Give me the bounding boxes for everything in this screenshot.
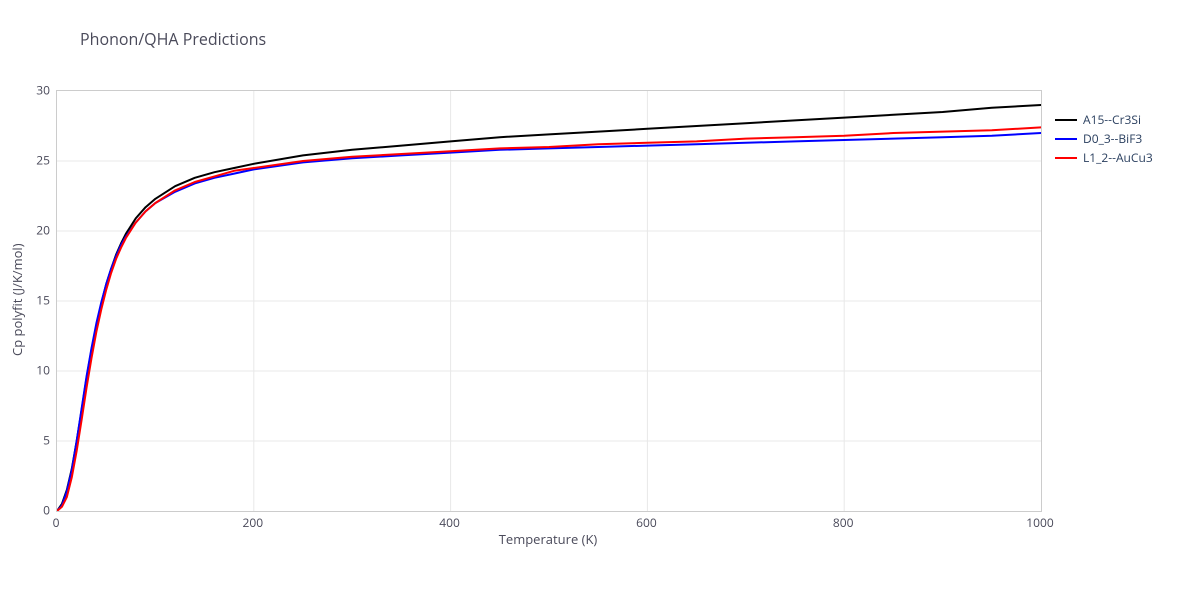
- series-line[interactable]: [57, 105, 1041, 511]
- legend-label: D0_3--BiF3: [1083, 130, 1142, 147]
- x-tick-label: 0: [53, 514, 60, 531]
- legend: A15--Cr3Si D0_3--BiF3 L1_2--AuCu3: [1055, 110, 1153, 167]
- series-line[interactable]: [57, 127, 1041, 511]
- x-tick-label: 1000: [1026, 514, 1053, 531]
- x-tick-label: 600: [636, 514, 657, 531]
- legend-item[interactable]: A15--Cr3Si: [1055, 110, 1153, 129]
- legend-swatch: [1055, 138, 1077, 140]
- legend-label: L1_2--AuCu3: [1083, 149, 1153, 166]
- chart-title: Phonon/QHA Predictions: [80, 28, 266, 50]
- legend-swatch: [1055, 119, 1077, 121]
- legend-item[interactable]: L1_2--AuCu3: [1055, 148, 1153, 167]
- x-tick-label: 400: [439, 514, 460, 531]
- series-line[interactable]: [57, 133, 1041, 511]
- legend-swatch: [1055, 157, 1077, 159]
- series-lines: [57, 91, 1041, 511]
- legend-label: A15--Cr3Si: [1083, 111, 1141, 128]
- x-axis-label: Temperature (K): [56, 530, 1040, 548]
- chart-container: Phonon/QHA Predictions 0 200 400 600 800 1000…: [0, 0, 1200, 600]
- x-tick-label: 800: [833, 514, 854, 531]
- legend-item[interactable]: D0_3--BiF3: [1055, 129, 1153, 148]
- plot-area: [56, 90, 1042, 512]
- x-tick-label: 200: [243, 514, 264, 531]
- y-axis-label: Cp polyfit (J/K/mol): [8, 90, 28, 510]
